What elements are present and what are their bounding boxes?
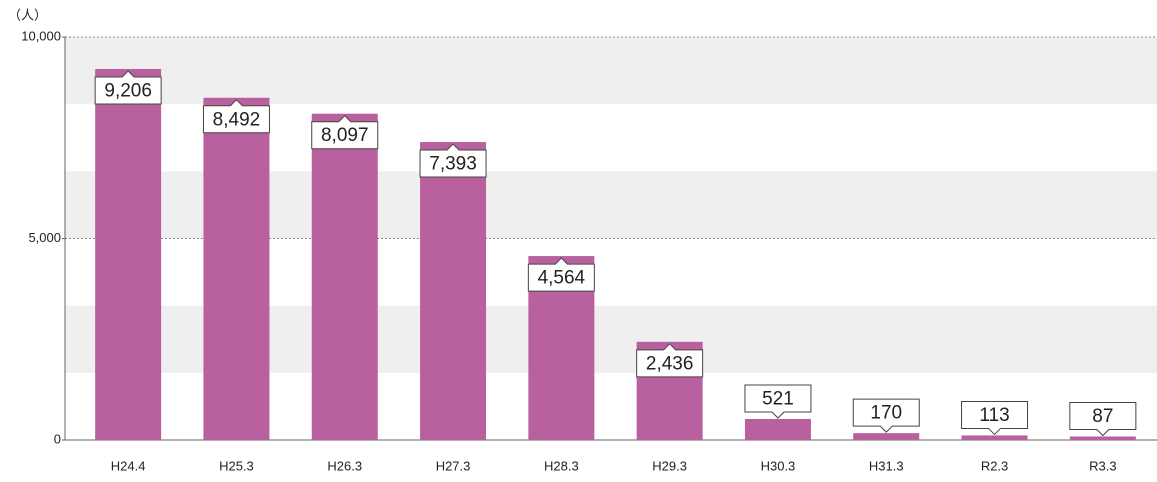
bar (95, 68, 162, 440)
value-label: 8,097 (321, 125, 369, 146)
y-tick-label: 5,000 (28, 230, 61, 245)
value-label: 8,492 (213, 109, 261, 130)
bar (961, 435, 1028, 440)
value-label: 521 (762, 389, 794, 410)
bar (853, 433, 920, 440)
x-tick-label: H25.3 (219, 458, 254, 473)
value-label-box (419, 143, 487, 178)
x-tick-label: R3.3 (1089, 458, 1116, 473)
value-label-box (311, 114, 379, 150)
y-axis-label: （人） (8, 7, 47, 22)
bar (744, 419, 811, 440)
bar (420, 142, 487, 440)
value-label-box (527, 257, 595, 292)
value-label: 113 (979, 405, 1009, 426)
value-label-box (202, 99, 270, 134)
value-label: 9,206 (104, 81, 152, 102)
x-tick-label: H24.4 (111, 458, 146, 473)
value-label-box (852, 398, 920, 433)
bar (203, 97, 270, 440)
x-tick-label: H30.3 (761, 458, 796, 473)
value-label-box (961, 400, 1029, 436)
bar (311, 113, 378, 440)
bar (1069, 436, 1136, 440)
x-tick-label: H26.3 (327, 458, 362, 473)
value-label: 7,393 (429, 154, 477, 175)
y-tick-label: 10,000 (21, 28, 61, 43)
x-tick-label: H28.3 (544, 458, 579, 473)
x-tick-label: R2.3 (981, 458, 1008, 473)
background-band (65, 37, 1157, 105)
x-tick-label: H29.3 (652, 458, 687, 473)
value-label-box (1069, 401, 1137, 437)
value-label: 2,436 (646, 353, 694, 374)
value-label-box (744, 384, 812, 419)
x-tick-label: H31.3 (869, 458, 904, 473)
y-tick-label: 0 (54, 431, 61, 446)
value-label: 87 (1092, 406, 1113, 427)
value-label-box (636, 343, 704, 378)
value-label-box (94, 70, 162, 105)
x-tick-label: H27.3 (436, 458, 471, 473)
value-label: 170 (870, 403, 902, 424)
value-label: 4,564 (538, 268, 586, 289)
